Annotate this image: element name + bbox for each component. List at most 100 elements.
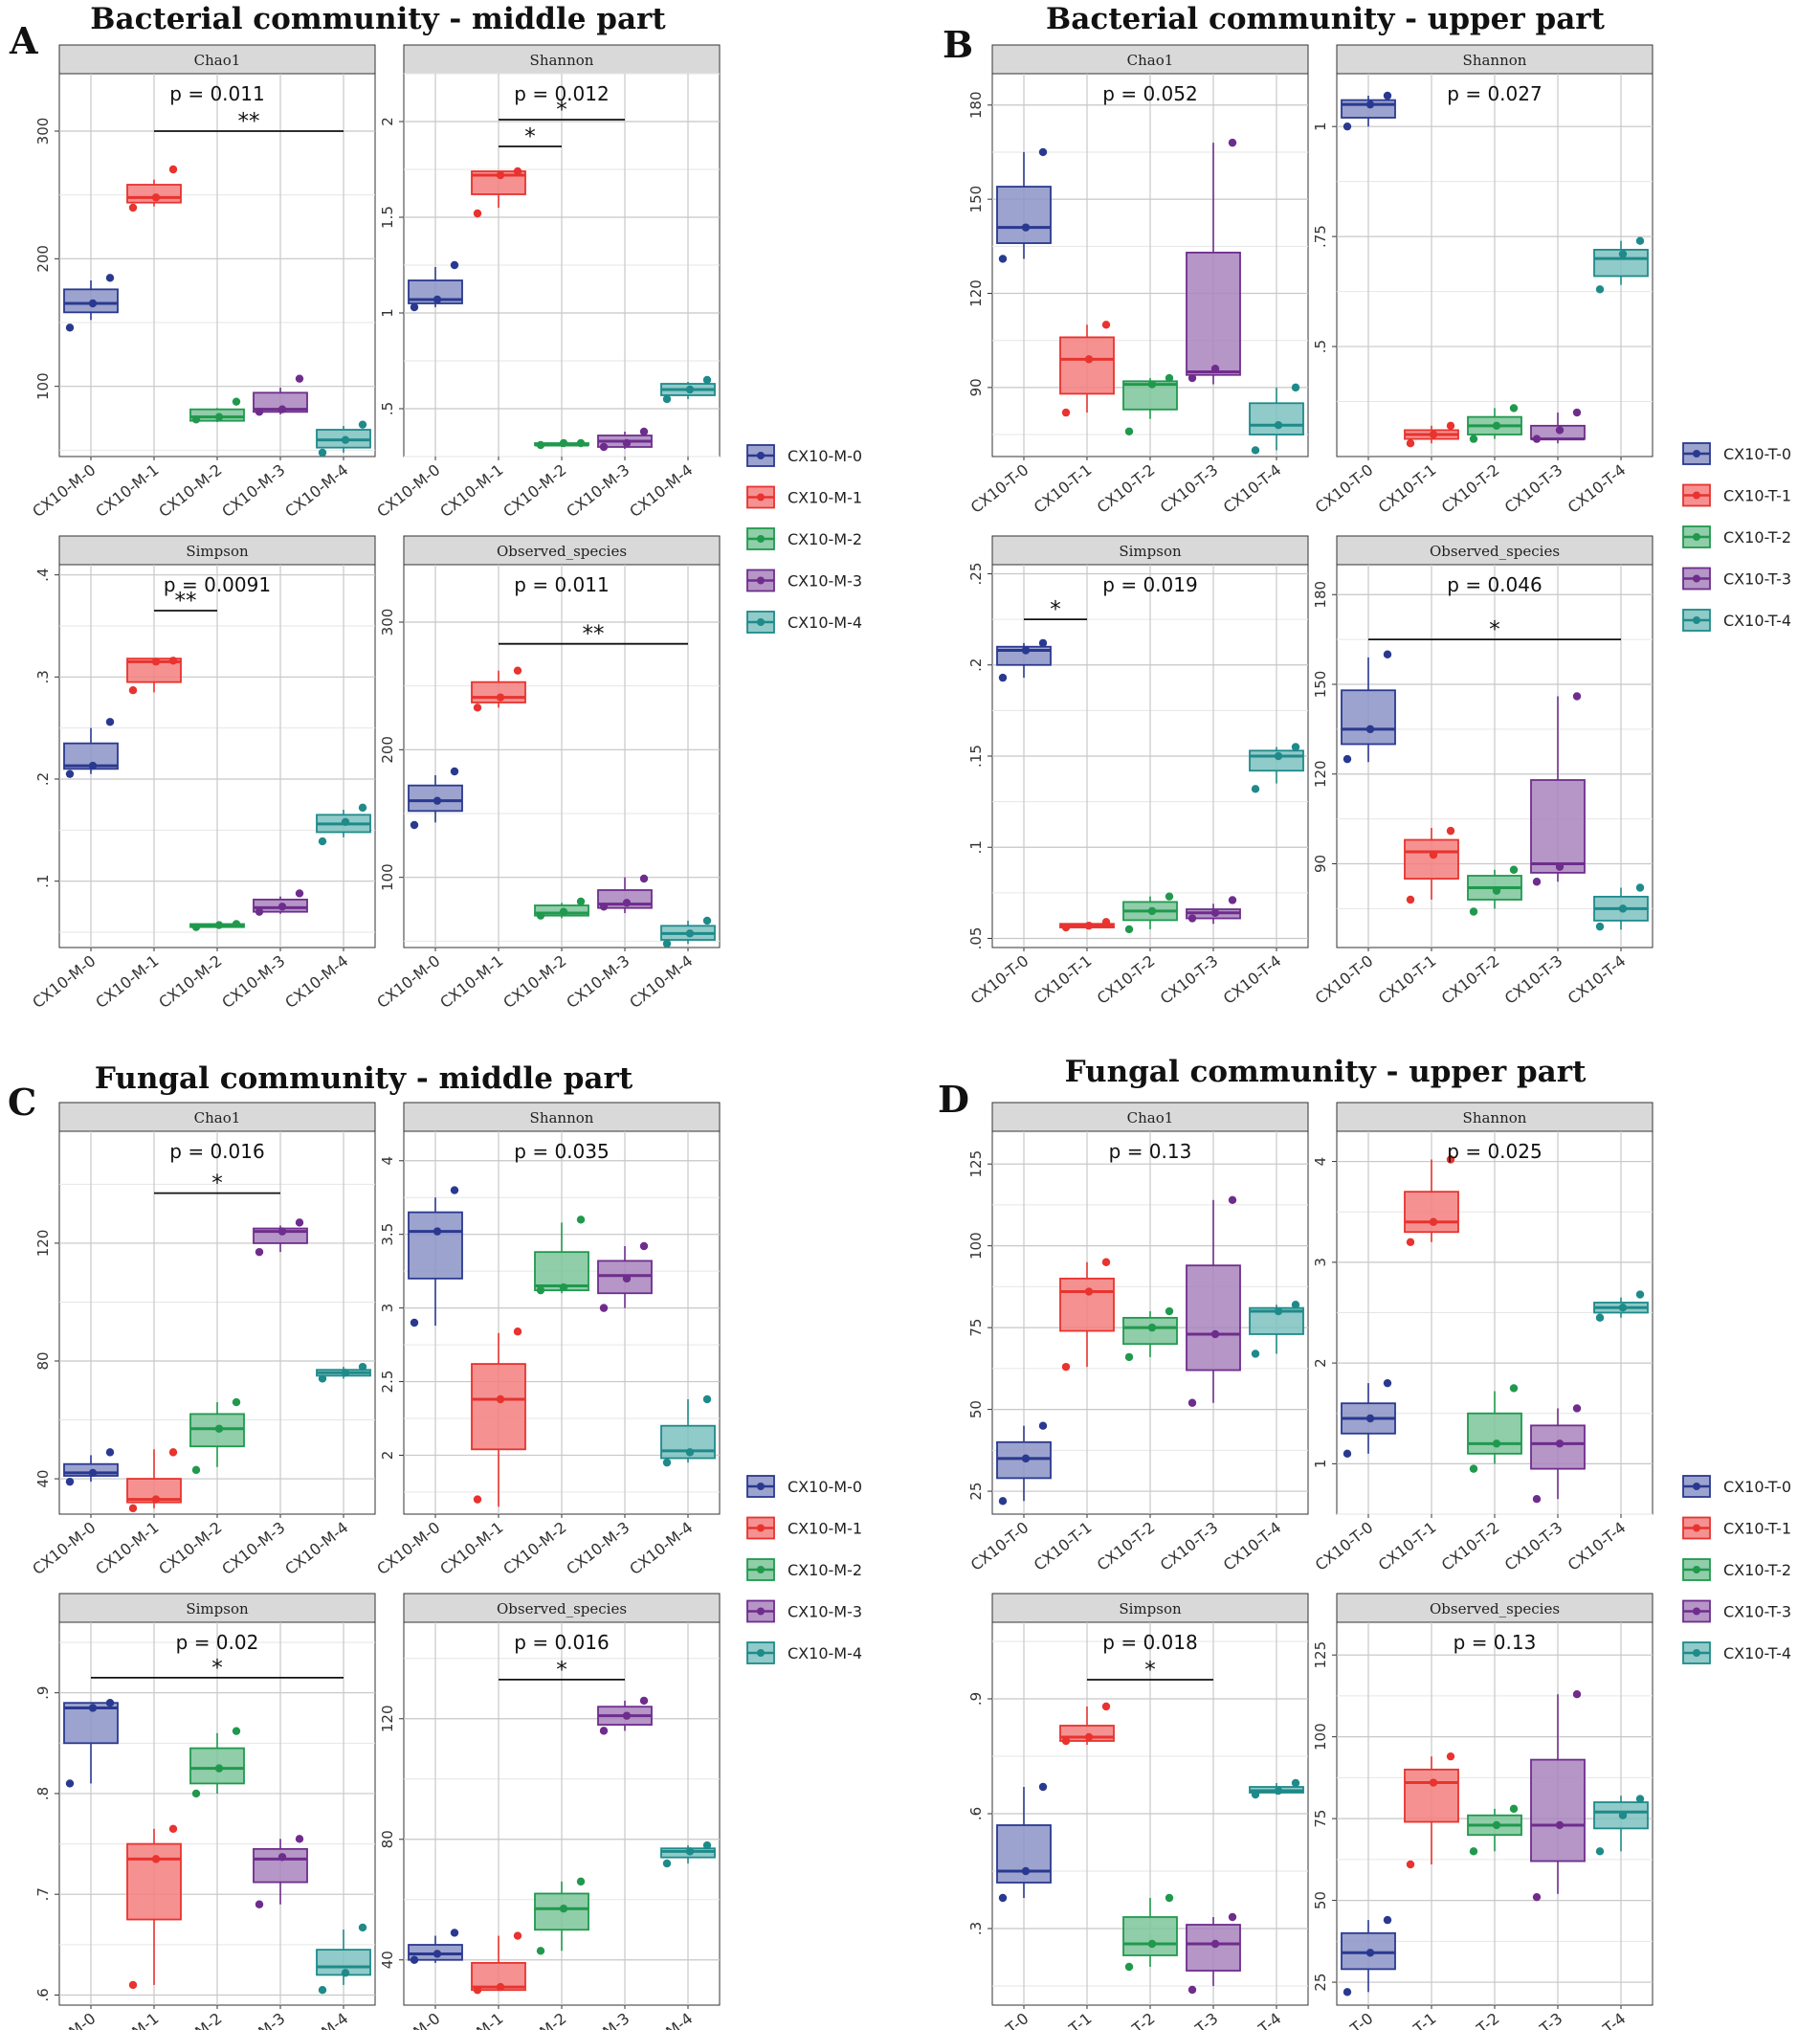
facet-observed_species: Observed_species 40 80 120 * p = 0.016 CX10-M-… [373, 1593, 721, 2030]
box-iqr [996, 186, 1052, 244]
data-point [232, 397, 241, 406]
data-point [998, 255, 1008, 263]
facet-strip [991, 1102, 1309, 1132]
x-tick-label: CX10-T-4 [1565, 1518, 1630, 1574]
significance-label: * [556, 1658, 567, 1683]
data-point [168, 657, 178, 665]
data-point [410, 1318, 419, 1327]
data-point [1406, 895, 1415, 904]
x-tick-label: CX10-T-4 [1565, 2009, 1630, 2030]
data-point [232, 1727, 241, 1735]
data-point [702, 375, 712, 385]
legend-label: CX10-T-0 [1723, 1478, 1791, 1496]
x-tick-label: CX10-T-2 [1438, 460, 1503, 517]
y-tick-label: 300 [379, 609, 396, 636]
legend-label: CX10-T-4 [1723, 1644, 1791, 1662]
p-value: p = 0.016 [514, 1631, 609, 1654]
data-point [1572, 1404, 1582, 1413]
data-point [450, 767, 459, 776]
data-point [1061, 923, 1071, 932]
x-tick-label: CX10-M-2 [499, 1518, 569, 1578]
data-point [536, 440, 545, 450]
y-tick-label: 200 [34, 245, 52, 273]
facet-strip [403, 44, 721, 75]
y-tick-label: 80 [379, 1830, 396, 1848]
y-tick-label: 50 [967, 1400, 985, 1418]
data-point [1492, 1820, 1501, 1830]
legend-swatch-point [757, 618, 765, 626]
x-tick-label: CX10-M-1 [92, 2009, 162, 2030]
facet-title: Shannon [1463, 1109, 1527, 1127]
data-point [1228, 896, 1237, 904]
legend-swatch-point [1693, 491, 1700, 500]
x-tick-label: CX10-M-3 [218, 2009, 288, 2030]
x-tick-label: CX10-M-1 [436, 951, 506, 1012]
box-iqr [1186, 1924, 1241, 1972]
panel-title: Fungal community - upper part [1065, 1055, 1587, 1089]
data-point [702, 1394, 712, 1404]
box-iqr [1404, 1191, 1459, 1234]
x-tick-label: CX10-T-2 [1438, 1518, 1503, 1574]
y-tick-label: 120 [34, 1230, 52, 1258]
x-tick-label: CX10-T-3 [1157, 2009, 1222, 2030]
data-point [1406, 439, 1415, 448]
data-point [318, 1986, 327, 1995]
x-tick-label: CX10-M-0 [373, 1518, 443, 1578]
data-point [1406, 1860, 1415, 1869]
x-tick-label: CX10-T-0 [967, 1518, 1032, 1574]
y-tick-label: .3 [34, 670, 52, 683]
data-point [1446, 1751, 1455, 1761]
box-iqr [1059, 336, 1115, 395]
data-point [1165, 1306, 1174, 1316]
x-tick-label: CX10-T-1 [1375, 2009, 1440, 2030]
data-point [1383, 650, 1392, 658]
y-tick-label: .5 [379, 402, 396, 415]
data-point [1343, 122, 1352, 131]
legend-swatch-point [1693, 1566, 1700, 1573]
y-tick-label: .6 [34, 1988, 52, 2001]
data-point [1291, 383, 1300, 392]
data-point [1124, 925, 1134, 934]
data-point [341, 435, 350, 444]
x-tick-label: CX10-M-1 [436, 1518, 506, 1578]
box-cx10-m-0 [408, 1197, 463, 1327]
data-point [1555, 1439, 1565, 1448]
data-point [1635, 1795, 1645, 1803]
data-point [1228, 138, 1237, 147]
data-point [622, 438, 632, 448]
x-tick-label: CX10-T-4 [1220, 951, 1285, 1008]
data-point [1595, 1847, 1605, 1856]
panel-b: Bacterial community - upper part B Chao1 90… [943, 2, 1791, 1008]
data-point [1572, 692, 1582, 701]
data-point [576, 897, 586, 906]
data-point [536, 1285, 545, 1295]
p-value: p = 0.0091 [164, 573, 271, 596]
y-tick-label: 1 [379, 308, 396, 318]
y-tick-label: 90 [1312, 855, 1329, 873]
x-tick-label: CX10-T-3 [1157, 1518, 1222, 1574]
box-iqr [1122, 380, 1178, 411]
data-point [685, 1847, 695, 1856]
data-point [1492, 886, 1501, 895]
data-point [599, 1304, 609, 1312]
x-tick-label: CX10-M-2 [155, 1518, 225, 1578]
data-point [358, 420, 367, 429]
data-point [1469, 435, 1478, 443]
box-cx10-t-1 [1404, 828, 1459, 900]
legend-swatch-point [1693, 1649, 1700, 1657]
y-tick-label: 80 [34, 1351, 52, 1370]
data-point [1532, 878, 1542, 886]
y-tick-label: 1 [1312, 1460, 1329, 1469]
data-point [1165, 1893, 1174, 1903]
data-point [1021, 1454, 1031, 1463]
data-point [191, 1465, 201, 1475]
y-tick-label: 25 [1312, 1974, 1329, 1992]
box-cx10-t-2 [1122, 1898, 1178, 1967]
x-tick-label: CX10-M-0 [29, 2009, 99, 2030]
data-point [1492, 1439, 1501, 1448]
p-value: p = 0.025 [1447, 1140, 1542, 1163]
box-cx10-t-0 [996, 151, 1052, 259]
data-point [1532, 1892, 1542, 1902]
